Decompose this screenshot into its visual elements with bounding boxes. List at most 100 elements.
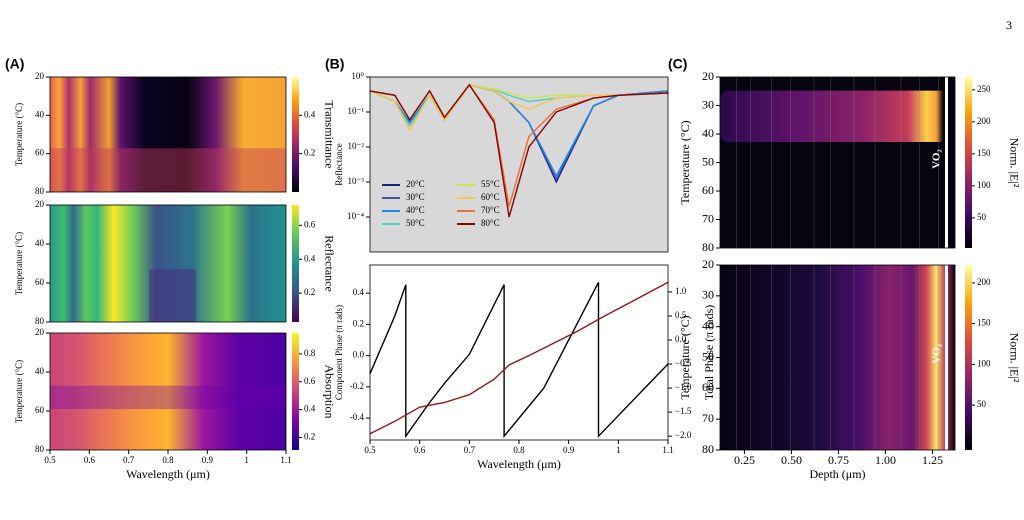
heatmap-band bbox=[50, 148, 286, 192]
x-axis-label: Wavelength (μm) bbox=[126, 467, 210, 481]
series-line bbox=[369, 84, 669, 132]
colorbar-tick-label: 0.4 bbox=[304, 404, 316, 414]
y-tick-label: 10⁰ bbox=[351, 71, 364, 81]
legend-label: 30°C bbox=[406, 192, 425, 202]
plot-background bbox=[370, 265, 668, 440]
y-tick-label: -0.2 bbox=[350, 381, 364, 391]
x-axis-label: Depth (μm) bbox=[809, 467, 865, 481]
y-tick-label: 50 bbox=[702, 154, 714, 168]
axes-frame bbox=[49, 204, 287, 323]
x-tick-label: 1 bbox=[616, 445, 621, 455]
y-axis-label: Temperature (°C) bbox=[14, 360, 24, 423]
x-tick-label: 0.6 bbox=[84, 455, 96, 465]
colorbar-label: Norm. |E|² bbox=[1007, 138, 1021, 188]
x-tick-label: 0.50 bbox=[781, 453, 802, 467]
y-tick-label: 40 bbox=[35, 238, 45, 248]
y-tick-label: 30 bbox=[702, 288, 714, 302]
y2-tick-label: 1.0 bbox=[675, 286, 687, 296]
y-tick-label: 20 bbox=[35, 327, 45, 337]
y-axis-label: Temperature (°C) bbox=[678, 120, 692, 204]
y-tick-label: 20 bbox=[702, 257, 714, 271]
colorbar-label: Norm. |E|² bbox=[1007, 333, 1021, 383]
y-tick-label: 60 bbox=[35, 148, 45, 158]
heatmap-image bbox=[50, 333, 286, 450]
x-tick-label: 0.5 bbox=[364, 445, 376, 455]
annotation: VO₂ bbox=[931, 149, 943, 169]
y-tick-label: 40 bbox=[702, 318, 714, 332]
legend-label: 55°C bbox=[481, 179, 500, 189]
y-tick-label: 10⁻⁴ bbox=[347, 211, 364, 221]
y-tick-label: 50 bbox=[702, 349, 714, 363]
colorbar-tick-label: 250 bbox=[977, 84, 991, 94]
colorbar-tick-label: 200 bbox=[977, 116, 991, 126]
x-tick-label: 1.00 bbox=[875, 453, 896, 467]
x-tick-label: 1 bbox=[244, 455, 249, 465]
panel-label: (A) bbox=[5, 56, 24, 72]
y-tick-label: 20 bbox=[35, 71, 45, 81]
vo2-layer bbox=[945, 77, 948, 248]
series-line bbox=[369, 281, 669, 439]
y2-axis-label: Total Phase (π rads) bbox=[702, 305, 716, 401]
x-tick-label: 0.25 bbox=[734, 453, 755, 467]
x-tick-label: 0.9 bbox=[202, 455, 214, 465]
y-tick-label: 80 bbox=[35, 444, 45, 454]
x-tick-label: 0.9 bbox=[563, 445, 575, 455]
colorbar bbox=[965, 77, 972, 248]
y-axis-label: Reflectance bbox=[334, 143, 344, 185]
legend-label: 60°C bbox=[481, 192, 500, 202]
colorbar-tick-label: 50 bbox=[977, 212, 987, 222]
colorbar-tick-label: 0.6 bbox=[304, 219, 316, 229]
colorbar-tick-label: 100 bbox=[977, 358, 991, 368]
y-axis-label: Temperature (°C) bbox=[14, 103, 24, 166]
x-tick-label: 0.5 bbox=[44, 455, 56, 465]
colorbar-tick-label: 0.2 bbox=[304, 432, 315, 442]
y-tick-label: 60 bbox=[35, 405, 45, 415]
x-tick-label: 0.7 bbox=[123, 455, 135, 465]
y-tick-label: 40 bbox=[35, 366, 45, 376]
y2-tick-label: −1.5 bbox=[675, 406, 692, 416]
y-tick-label: 0.4 bbox=[353, 287, 365, 297]
legend-label: 40°C bbox=[406, 205, 425, 215]
x-tick-label: 0.8 bbox=[162, 455, 174, 465]
colorbar-tick-label: 0.2 bbox=[304, 148, 315, 158]
legend-label: 20°C bbox=[406, 179, 425, 189]
legend-label: 50°C bbox=[406, 218, 425, 228]
legend-label: 80°C bbox=[481, 218, 500, 228]
y-axis-label: Temperature (°C) bbox=[14, 232, 24, 295]
y-tick-label: 60 bbox=[35, 277, 45, 287]
y-tick-label: 40 bbox=[702, 126, 714, 140]
x-axis-label: Wavelength (μm) bbox=[477, 457, 561, 471]
heatmap-band bbox=[149, 269, 197, 322]
y-tick-label: 70 bbox=[702, 411, 714, 425]
x-tick-label: 0.8 bbox=[513, 445, 525, 455]
y-tick-label: 60 bbox=[702, 380, 714, 394]
heatmap-band bbox=[50, 385, 286, 410]
colorbar-tick-label: 150 bbox=[977, 148, 991, 158]
series-line bbox=[369, 83, 669, 218]
colorbar-tick-label: 50 bbox=[977, 399, 987, 409]
colorbar-tick-label: 0.6 bbox=[304, 376, 316, 386]
series-line bbox=[369, 281, 669, 435]
y2-tick-label: −1.0 bbox=[675, 382, 692, 392]
colorbar-tick-label: 0.8 bbox=[304, 348, 316, 358]
heatmap-image bbox=[50, 77, 286, 192]
panel-label: (C) bbox=[668, 56, 687, 72]
y-tick-label: 30 bbox=[702, 97, 714, 111]
colorbar bbox=[965, 265, 972, 450]
x-tick-label: 1.1 bbox=[280, 455, 291, 465]
heatmap-image bbox=[720, 265, 955, 450]
y-axis-label: Temperature (°C) bbox=[678, 315, 692, 399]
y-tick-label: 10⁻³ bbox=[348, 176, 365, 186]
y-tick-label: 20 bbox=[35, 199, 45, 209]
y-tick-label: 60 bbox=[702, 183, 714, 197]
panel-label: (B) bbox=[325, 56, 344, 72]
y-tick-label: 10⁻¹ bbox=[348, 106, 365, 116]
x-tick-label: 1.1 bbox=[662, 445, 673, 455]
y-axis-label: Component Phase (π rads) bbox=[334, 305, 344, 400]
x-tick-label: 0.75 bbox=[828, 453, 849, 467]
x-tick-label: 0.7 bbox=[464, 445, 476, 455]
vo2-layer bbox=[945, 265, 948, 450]
colorbar-tick-label: 100 bbox=[977, 180, 991, 190]
axes-frame bbox=[369, 76, 669, 253]
y-tick-label: 0.0 bbox=[353, 350, 365, 360]
